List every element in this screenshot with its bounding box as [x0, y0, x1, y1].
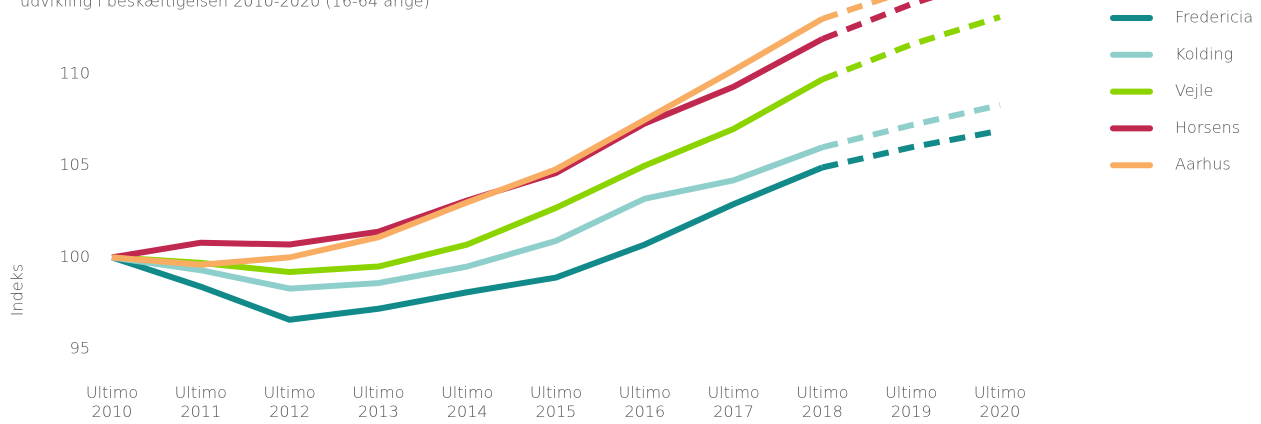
legend-label: Horsens — [1175, 118, 1240, 137]
x-tick-label: Ultimo 2018 — [796, 383, 849, 421]
series-line-dashed — [821, 14, 1001, 83]
legend-label: Kolding — [1175, 44, 1233, 63]
x-tick-label: Ultimo 2014 — [441, 383, 494, 421]
series-line-dashed — [821, 102, 1001, 151]
y-axis-label: Indeks — [8, 264, 27, 316]
y-tick-label: 105 — [59, 155, 90, 174]
x-tick-label: Ultimo 2012 — [263, 383, 316, 421]
series-line-dashed — [821, 0, 934, 42]
y-tick-label: 110 — [59, 63, 90, 82]
series-line — [111, 164, 824, 323]
x-tick-label: Ultimo 2011 — [174, 383, 227, 421]
x-tick-label: Ultimo 2013 — [352, 383, 405, 421]
x-tick-label: Ultimo 2019 — [885, 383, 938, 421]
x-tick-label: Ultimo 2015 — [529, 383, 583, 421]
legend-label: Vejle — [1175, 81, 1213, 100]
y-tick-label: 95 — [70, 339, 90, 358]
legend-label: Fredericia — [1175, 8, 1253, 27]
series-line — [111, 76, 824, 276]
y-tick-label: 100 — [59, 247, 90, 266]
x-tick-label: Ultimo 2017 — [707, 383, 760, 421]
x-tick-label: Ultimo 2020 — [973, 383, 1027, 421]
legend-label: Aarhus — [1175, 155, 1231, 174]
x-tick-label: Ultimo 2016 — [618, 383, 671, 421]
x-tick-label: Ultimo 2010 — [85, 383, 139, 421]
series-line — [111, 36, 824, 261]
series-line — [111, 144, 824, 292]
series-line-dashed — [821, 127, 1001, 171]
series-line — [111, 16, 824, 268]
chart-title: udvikling i beskæftigelsen 2010-2020 (16… — [20, 0, 430, 11]
series-line-dashed — [821, 0, 889, 22]
